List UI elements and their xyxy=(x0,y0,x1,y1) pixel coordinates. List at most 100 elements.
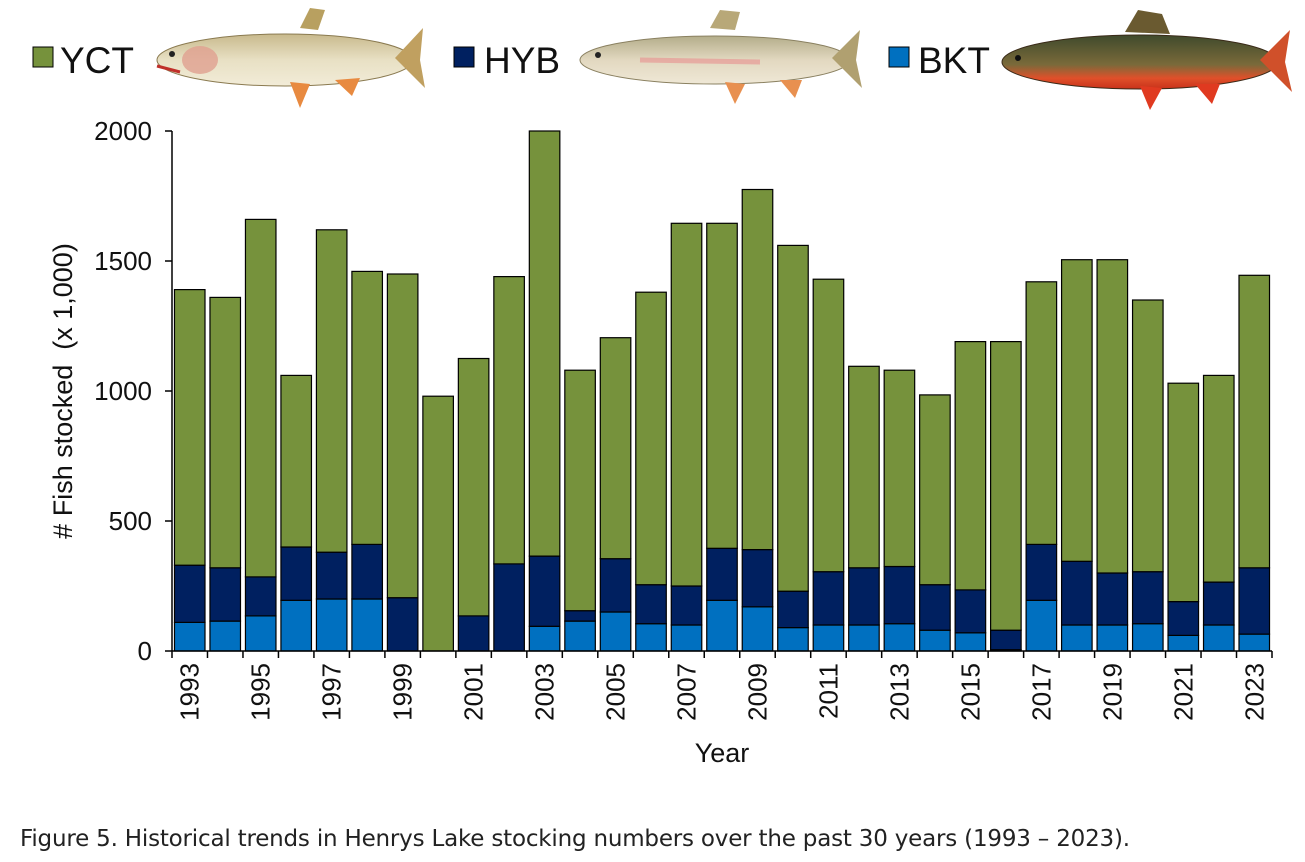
bar-hyb-1993 xyxy=(173,564,206,624)
bar-hyb-2018 xyxy=(1060,560,1093,626)
bar-yct-2014 xyxy=(919,394,951,586)
bar-yct-1999 xyxy=(386,273,419,599)
x-tick-label: 2019 xyxy=(1097,663,1127,721)
bar-hyb-2008 xyxy=(706,547,738,601)
bar-hyb-1999 xyxy=(386,597,419,652)
bar-hyb-2011 xyxy=(812,571,845,626)
x-tick-label: 2021 xyxy=(1168,663,1198,721)
bar-yct-2016 xyxy=(990,341,1022,631)
x-tick-label: 2009 xyxy=(742,663,772,721)
bar-bkt-2006 xyxy=(635,623,667,652)
bars xyxy=(173,130,1271,652)
bar-bkt-1993 xyxy=(173,621,206,652)
bar-hyb-1995 xyxy=(244,576,277,617)
bar-hyb-2021 xyxy=(1167,600,1200,636)
bar-hyb-2001 xyxy=(457,615,490,652)
bar-hyb-1997 xyxy=(315,551,348,600)
bar-yct-2012 xyxy=(848,365,880,569)
bar-hyb-2020 xyxy=(1131,571,1164,625)
bar-yct-2005 xyxy=(599,337,632,560)
legend-swatch-bkt xyxy=(888,46,910,68)
bar-yct-2023 xyxy=(1238,274,1271,569)
bar-yct-1993 xyxy=(173,289,206,566)
bar-bkt-1997 xyxy=(315,598,348,652)
bar-yct-2004 xyxy=(564,369,596,612)
bar-hyb-2019 xyxy=(1096,572,1129,626)
bar-yct-2013 xyxy=(883,369,916,568)
legend-swatch-yct xyxy=(32,46,54,68)
bar-bkt-2005 xyxy=(599,611,632,652)
bar-yct-1998 xyxy=(351,270,384,545)
bar-yct-1997 xyxy=(315,229,348,553)
bar-hyb-2023 xyxy=(1238,567,1271,635)
y-tick-label: 0 xyxy=(138,636,152,666)
bar-hyb-1996 xyxy=(280,546,313,601)
legend-swatch-hyb xyxy=(453,46,475,68)
bar-bkt-2019 xyxy=(1096,624,1129,652)
x-ticks: 1993 1995 1997 1999 2001 2003 2005 2007 2009 2011… xyxy=(171,651,1273,721)
bar-hyb-2006 xyxy=(635,584,667,625)
x-tick-label: 2005 xyxy=(601,663,631,721)
bar-hyb-2003 xyxy=(528,555,561,627)
bar-hyb-2005 xyxy=(599,558,632,613)
bar-hyb-2014 xyxy=(919,584,951,631)
bar-bkt-2011 xyxy=(812,624,845,652)
plot-area: 0 500 1000 1500 2000 1993 1995 1997 1999 2001 200… xyxy=(94,116,1273,721)
bar-yct-2022 xyxy=(1202,374,1235,583)
legend-label-bkt: BKT xyxy=(918,40,990,81)
x-tick-label: 2013 xyxy=(884,663,914,721)
x-tick-label: 2007 xyxy=(672,663,702,721)
bar-hyb-2004 xyxy=(564,610,596,622)
bar-bkt-2012 xyxy=(848,624,880,652)
bar-hyb-2009 xyxy=(741,548,774,608)
bar-yct-2020 xyxy=(1131,299,1164,573)
bar-yct-2003 xyxy=(528,130,561,557)
bar-bkt-1995 xyxy=(244,615,277,652)
bar-bkt-2007 xyxy=(670,624,703,652)
bar-bkt-2018 xyxy=(1060,624,1093,652)
bar-yct-2015 xyxy=(954,341,987,591)
bar-bkt-2013 xyxy=(883,623,916,652)
bar-hyb-2007 xyxy=(670,585,703,626)
bar-bkt-2021 xyxy=(1167,634,1200,652)
bar-yct-2011 xyxy=(812,278,845,573)
bar-yct-2021 xyxy=(1167,382,1200,603)
y-ticks: 0 500 1000 1500 2000 xyxy=(94,116,172,666)
y-tick-label: 1500 xyxy=(94,246,152,276)
x-tick-label: 1995 xyxy=(246,663,276,721)
bar-yct-2007 xyxy=(670,222,703,587)
bar-hyb-2022 xyxy=(1202,581,1235,626)
bar-bkt-2004 xyxy=(564,620,596,652)
bar-hyb-1998 xyxy=(351,543,384,600)
x-axis-title: Year xyxy=(695,738,750,768)
x-tick-label: 2001 xyxy=(459,663,489,721)
x-tick-label: 2017 xyxy=(1026,663,1056,721)
cutthroat-trout-icon xyxy=(156,8,425,108)
bar-hyb-2013 xyxy=(883,565,916,625)
x-tick-label: 1993 xyxy=(175,663,205,721)
x-tick-label: 2023 xyxy=(1239,663,1269,721)
bar-hyb-2010 xyxy=(777,590,809,629)
bar-bkt-2009 xyxy=(741,606,774,652)
figure-caption: Figure 5. Historical trends in Henrys La… xyxy=(20,826,1130,852)
bar-hyb-2016 xyxy=(990,629,1022,651)
bar-yct-2000 xyxy=(422,395,454,652)
legend: YCT HYB BKT xyxy=(32,8,1292,110)
bar-hyb-2002 xyxy=(493,563,525,652)
bar-bkt-1994 xyxy=(209,620,242,652)
bar-yct-2002 xyxy=(493,276,525,565)
bar-bkt-2003 xyxy=(528,625,561,652)
x-tick-label: 1997 xyxy=(317,663,347,721)
bar-yct-1994 xyxy=(209,296,242,569)
bar-yct-1995 xyxy=(244,218,277,578)
bar-bkt-2008 xyxy=(706,599,738,652)
bar-bkt-1998 xyxy=(351,598,384,652)
bar-yct-2018 xyxy=(1060,259,1093,562)
y-tick-label: 1000 xyxy=(94,376,152,406)
x-tick-label: 2015 xyxy=(955,663,985,721)
bar-hyb-2015 xyxy=(954,589,987,634)
bar-hyb-2012 xyxy=(848,567,880,626)
brook-trout-icon xyxy=(1001,10,1292,110)
y-axis-title: # Fish stocked (x 1,000) xyxy=(48,243,78,539)
